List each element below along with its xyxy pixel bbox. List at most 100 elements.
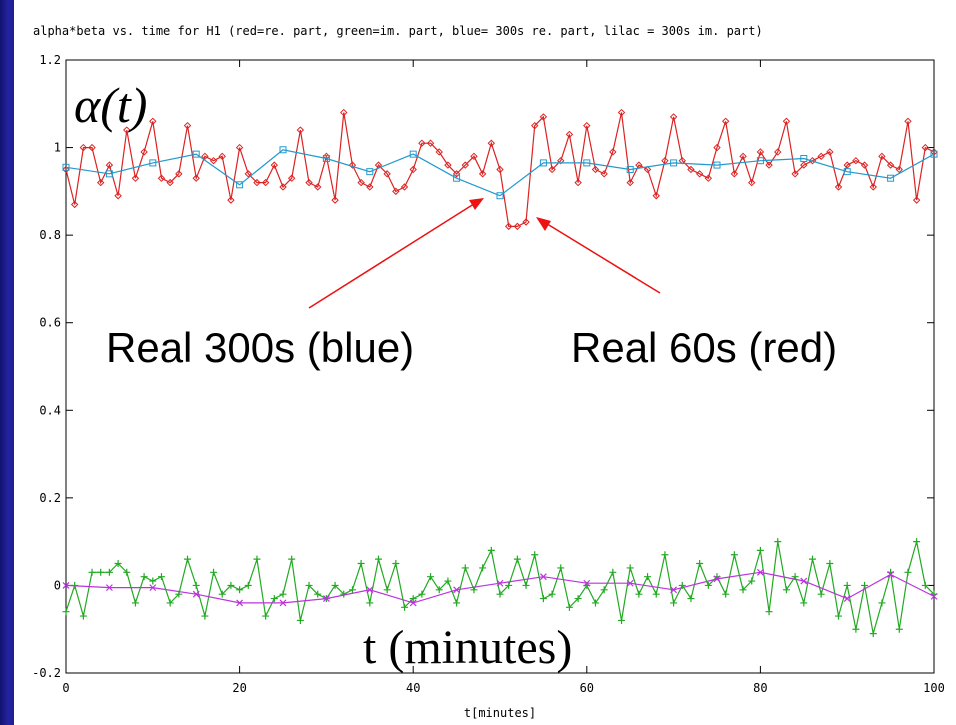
series-1-point xyxy=(88,143,96,152)
series-2-point xyxy=(392,560,400,568)
series-1-point xyxy=(591,165,600,174)
series-2-point xyxy=(505,581,513,589)
series-3-point xyxy=(453,174,461,182)
series-2-point xyxy=(652,590,660,598)
series-1-point xyxy=(409,165,417,174)
series-2-point xyxy=(166,599,174,607)
series-4-point xyxy=(105,584,113,592)
series-1-point xyxy=(79,143,88,152)
series-4-point xyxy=(800,577,808,585)
series-1-point xyxy=(244,170,252,178)
y-tick-label: 0.6 xyxy=(39,316,61,330)
series-1-point xyxy=(366,183,374,191)
arrow-60s-head xyxy=(536,217,551,231)
series-1-point xyxy=(539,113,548,121)
series-3-point xyxy=(149,159,157,167)
series-1-point xyxy=(218,152,226,161)
series-1-point xyxy=(895,165,903,174)
chart-title: alpha*beta vs. time for H1 (red=re. part… xyxy=(33,24,763,38)
series-1-point xyxy=(331,196,339,204)
series-1-point xyxy=(669,113,678,121)
series-1-point xyxy=(348,161,357,169)
series-2-point xyxy=(210,568,218,576)
series-1-point xyxy=(687,165,695,174)
series-2-point xyxy=(739,586,747,594)
alpha-label: α(t) xyxy=(74,77,147,133)
series-2-point xyxy=(461,564,469,572)
series-2-point xyxy=(895,625,903,633)
series-3-point xyxy=(930,150,938,158)
series-3-point xyxy=(366,168,374,176)
series-1-point xyxy=(721,117,730,126)
y-tick-label: 0.2 xyxy=(39,491,61,505)
series-2-point xyxy=(366,599,374,607)
series-4-point xyxy=(496,579,504,587)
series-3-point xyxy=(496,192,504,200)
series-2-point xyxy=(357,560,365,568)
series-3-point xyxy=(236,181,244,189)
series-2-point xyxy=(305,581,313,589)
series-1-point xyxy=(513,222,522,231)
series-1-point xyxy=(418,139,426,147)
series-2-point xyxy=(114,560,122,568)
x-axis-label: t[minutes] xyxy=(464,706,536,720)
series-2-point xyxy=(487,546,495,554)
series-1-point xyxy=(209,157,218,165)
series-1-point xyxy=(904,117,912,126)
series-3-point xyxy=(409,150,417,158)
series-2-point xyxy=(218,590,226,598)
series-3-point xyxy=(756,157,764,165)
series-1-point xyxy=(574,178,582,187)
series-1-point xyxy=(531,121,539,130)
series-2-point xyxy=(574,595,582,603)
series-4-point xyxy=(539,573,547,581)
series-1-point xyxy=(826,148,834,156)
annotation-layer: α(t) Real 300s (blue) Real 60s (red) t (… xyxy=(74,77,837,674)
series-4-point xyxy=(887,571,895,578)
series-2-point xyxy=(262,612,270,620)
series-2-point xyxy=(626,564,634,572)
series-2-point xyxy=(756,546,764,554)
series-1-point xyxy=(114,192,122,200)
series-2-point xyxy=(88,568,96,576)
series-3-point xyxy=(670,159,678,167)
series-2-point xyxy=(348,586,356,594)
series-1-point xyxy=(626,178,634,187)
series-2-point xyxy=(383,586,391,594)
series-2-point xyxy=(244,581,252,589)
series-2-point xyxy=(444,577,452,585)
series-4-point xyxy=(583,579,591,587)
series-2-point xyxy=(861,581,869,589)
series-4-point xyxy=(626,579,634,587)
series-1-point xyxy=(444,161,452,169)
series-2-point xyxy=(201,612,209,620)
arrow-60s-line xyxy=(543,221,661,294)
series-1-point xyxy=(287,174,296,182)
series-1-point xyxy=(643,165,652,174)
series-3-point xyxy=(583,159,591,167)
series-1-point xyxy=(314,183,322,191)
series-1-point xyxy=(201,152,209,161)
series-1-point xyxy=(166,178,174,187)
series-1-point xyxy=(435,148,443,156)
series-1-point xyxy=(817,152,825,161)
plot-panel: alpha*beta vs. time for H1 (red=re. part… xyxy=(14,0,956,725)
series-1-point xyxy=(426,139,435,147)
series-1-point xyxy=(800,161,808,169)
series-2-point xyxy=(878,599,886,607)
series-2-point xyxy=(609,568,617,576)
series-2-point xyxy=(635,590,643,598)
series-1-point xyxy=(305,178,313,187)
series-1-point xyxy=(843,161,851,169)
series-2-point xyxy=(557,564,565,572)
series-2-point xyxy=(253,555,261,563)
series-1-point xyxy=(912,196,921,204)
series-1-point xyxy=(487,139,496,147)
series-2-point xyxy=(644,573,652,581)
series-1-point xyxy=(157,174,166,182)
series-1-point xyxy=(235,143,244,152)
series-1-point xyxy=(609,148,617,156)
series-1-point xyxy=(131,174,140,182)
series-2-point xyxy=(531,551,539,559)
series-2-point xyxy=(62,608,70,616)
